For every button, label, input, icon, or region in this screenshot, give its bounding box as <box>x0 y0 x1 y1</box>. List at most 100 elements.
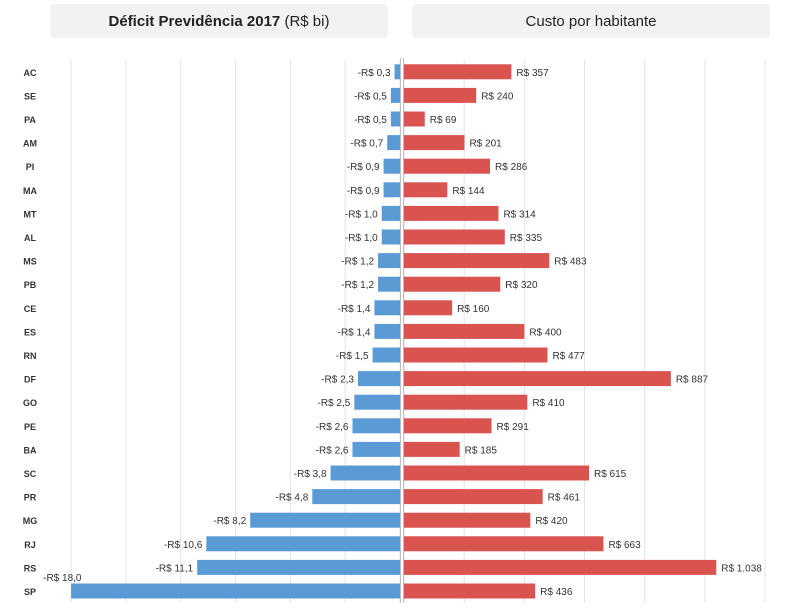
cost-value-label: R$ 410 <box>532 398 565 409</box>
state-label: MA <box>23 186 37 196</box>
deficit-value-label: -R$ 1,4 <box>338 304 371 315</box>
cost-chart-title: Custo por habitante <box>412 4 770 38</box>
state-label: MS <box>23 257 37 267</box>
cost-value-label: R$ 160 <box>457 304 490 315</box>
deficit-value-label: -R$ 2,6 <box>316 422 349 433</box>
deficit-bar <box>197 559 400 575</box>
deficit-bar <box>387 135 400 151</box>
deficit-bar <box>381 229 400 245</box>
cost-value-label: R$ 291 <box>497 422 530 433</box>
cost-value-label: R$ 420 <box>535 516 568 527</box>
deficit-bar <box>352 441 400 457</box>
cost-bar <box>404 205 499 221</box>
deficit-value-label: -R$ 1,2 <box>341 257 374 268</box>
deficit-bar <box>374 323 400 339</box>
deficit-bar <box>381 205 400 221</box>
cost-value-label: R$ 314 <box>503 209 536 220</box>
cost-value-label: R$ 1.038 <box>721 563 762 574</box>
cost-value-label: R$ 185 <box>465 445 498 456</box>
state-label: AM <box>23 139 37 149</box>
state-label: MT <box>24 209 37 219</box>
deficit-value-label: -R$ 11,1 <box>156 563 194 574</box>
deficit-value-label: -R$ 1,5 <box>336 351 369 362</box>
deficit-value-label: -R$ 1,4 <box>338 327 371 338</box>
state-label: AC <box>24 68 37 78</box>
cost-title-text: Custo por habitante <box>525 12 657 30</box>
state-label: PI <box>26 162 35 172</box>
cost-bar <box>404 347 548 363</box>
cost-bar <box>404 323 525 339</box>
cost-bar <box>404 253 550 269</box>
state-label: PE <box>24 422 36 432</box>
deficit-bar <box>390 87 400 103</box>
state-label: RS <box>24 563 37 573</box>
cost-value-label: R$ 483 <box>554 257 587 268</box>
cost-value-label: R$ 144 <box>452 186 485 197</box>
deficit-bar <box>357 371 400 387</box>
deficit-title-main: Déficit Previdência 2017 <box>108 12 281 30</box>
cost-value-label: R$ 887 <box>676 375 709 386</box>
deficit-bar <box>330 465 400 481</box>
deficit-value-label: -R$ 18,0 <box>43 573 82 584</box>
deficit-value-label: -R$ 8,2 <box>213 516 246 527</box>
cost-value-label: R$ 335 <box>510 233 543 244</box>
state-label: MG <box>23 516 38 526</box>
deficit-bar <box>390 111 400 127</box>
cost-bar <box>404 371 671 387</box>
deficit-bar <box>383 158 400 174</box>
deficit-bar <box>378 276 400 292</box>
deficit-bar <box>206 536 400 552</box>
cost-value-label: R$ 436 <box>540 587 573 598</box>
cost-bar <box>404 276 501 292</box>
deficit-bar <box>374 300 400 316</box>
state-label: ES <box>24 327 36 337</box>
cost-value-label: R$ 400 <box>529 327 562 338</box>
cost-value-label: R$ 240 <box>481 91 514 102</box>
deficit-value-label: -R$ 1,0 <box>345 233 378 244</box>
deficit-value-label: -R$ 2,3 <box>321 375 354 386</box>
deficit-bar <box>71 583 400 599</box>
state-label: SP <box>24 587 36 597</box>
state-label: GO <box>23 398 37 408</box>
cost-bar <box>404 489 543 505</box>
cost-bar <box>404 441 460 457</box>
cost-bar <box>404 64 512 80</box>
deficit-value-label: -R$ 0,9 <box>347 186 380 197</box>
deficit-bar <box>312 489 400 505</box>
cost-value-label: R$ 663 <box>608 540 641 551</box>
deficit-bar <box>372 347 400 363</box>
deficit-value-label: -R$ 0,5 <box>354 91 387 102</box>
cost-bar <box>404 394 528 410</box>
deficit-chart-title: Déficit Previdência 2017 (R$ bi) <box>50 4 388 38</box>
deficit-bar <box>394 64 400 80</box>
state-label: RN <box>24 351 37 361</box>
cost-bar <box>404 536 604 552</box>
deficit-bar <box>354 394 400 410</box>
state-label: AL <box>24 233 36 243</box>
deficit-bar <box>378 253 400 269</box>
deficit-value-label: -R$ 0,5 <box>354 115 387 126</box>
deficit-bar <box>250 512 400 528</box>
cost-bar <box>404 229 505 245</box>
cost-value-label: R$ 286 <box>495 162 528 173</box>
state-label: CE <box>24 304 37 314</box>
cost-value-label: R$ 357 <box>516 68 549 79</box>
state-label: RJ <box>24 540 36 550</box>
cost-bar <box>404 111 425 127</box>
deficit-bar <box>352 418 400 434</box>
deficit-value-label: -R$ 0,7 <box>350 139 383 150</box>
cost-value-label: R$ 477 <box>552 351 585 362</box>
state-label: PR <box>24 493 37 503</box>
cost-bar <box>404 300 453 316</box>
cost-bar <box>404 512 531 528</box>
cost-bar <box>404 135 465 151</box>
state-label: DF <box>24 375 36 385</box>
cost-value-label: R$ 461 <box>548 493 581 504</box>
deficit-value-label: -R$ 3,8 <box>294 469 327 480</box>
state-label: PA <box>24 115 36 125</box>
deficit-value-label: -R$ 1,0 <box>345 209 378 220</box>
cost-bar <box>404 583 536 599</box>
deficit-value-label: -R$ 10,6 <box>164 540 203 551</box>
cost-value-label: R$ 201 <box>469 139 502 150</box>
